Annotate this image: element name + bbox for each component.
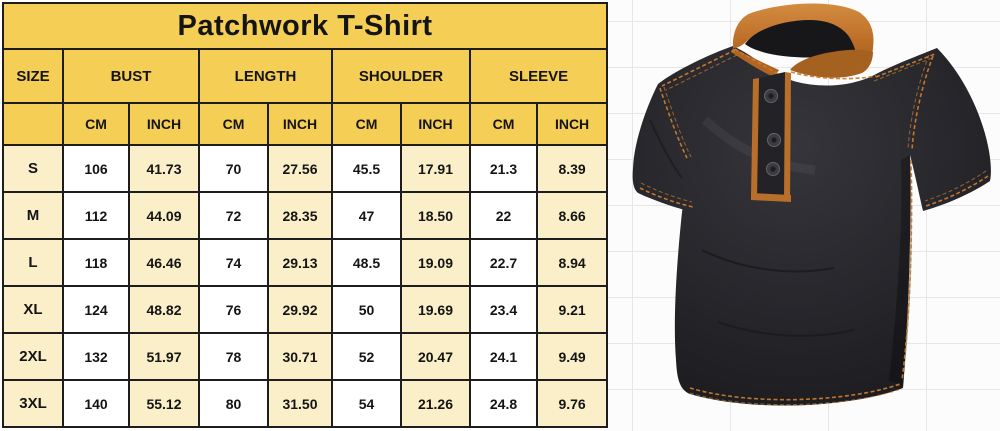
- value-cell: 8.39: [535, 144, 609, 193]
- value-cell: 20.47: [400, 332, 471, 381]
- value-cell: 55.12: [128, 379, 200, 428]
- value-cell: 24.8: [469, 379, 538, 428]
- table-row-l: L 118 46.46 74 29.13 48.5 19.09 22.7 8.9…: [2, 238, 609, 287]
- value-cell: 31.50: [267, 379, 333, 428]
- value-cell: 9.49: [535, 332, 609, 381]
- unit-header-empty: [2, 102, 64, 146]
- size-cell: S: [2, 144, 64, 193]
- size-cell: 2XL: [2, 332, 64, 381]
- value-cell: 140: [62, 379, 130, 428]
- product-photo: [632, 3, 991, 406]
- value-cell: 50: [331, 285, 402, 334]
- value-cell: 22: [469, 191, 538, 240]
- value-cell: 78: [198, 332, 269, 381]
- shirt-fold: [649, 119, 683, 179]
- value-cell: 51.97: [128, 332, 200, 381]
- value-cell: 21.3: [469, 144, 538, 193]
- value-cell: 44.09: [128, 191, 200, 240]
- value-cell: 19.69: [400, 285, 471, 334]
- value-cell: 41.73: [128, 144, 200, 193]
- value-cell: 18.50: [400, 191, 471, 240]
- size-cell: L: [2, 238, 64, 287]
- table-title-row: Patchwork T-Shirt: [1, 2, 609, 50]
- header-size: SIZE: [2, 48, 64, 104]
- table-row-3xl: 3XL 140 55.12 80 31.50 54 21.26 24.8 9.7…: [2, 379, 609, 428]
- value-cell: 48.82: [128, 285, 200, 334]
- column-group-header-row: SIZE BUST LENGTH SHOULDER SLEEVE: [2, 48, 609, 104]
- table-row-xl: XL 124 48.82 76 29.92 50 19.69 23.4 9.21: [2, 285, 609, 334]
- value-cell: 106: [62, 144, 130, 193]
- unit-header-inch: INCH: [400, 102, 471, 146]
- unit-header-inch: INCH: [128, 102, 200, 146]
- value-cell: 118: [62, 238, 130, 287]
- value-cell: 9.21: [535, 285, 609, 334]
- value-cell: 29.13: [267, 238, 333, 287]
- table-row-2xl: 2XL 132 51.97 78 30.71 52 20.47 24.1 9.4…: [2, 332, 609, 381]
- unit-header-row: CM INCH CM INCH CM INCH CM INCH: [2, 102, 609, 146]
- value-cell: 132: [62, 332, 130, 381]
- table-row-s: S 106 41.73 70 27.56 45.5 17.91 21.3 8.3…: [2, 144, 609, 193]
- value-cell: 27.56: [267, 144, 333, 193]
- value-cell: 70: [198, 144, 269, 193]
- shirt-collar: [732, 3, 874, 73]
- shirt-collar-front-right: [790, 49, 873, 78]
- unit-header-cm: CM: [469, 102, 538, 146]
- unit-header-inch: INCH: [267, 102, 333, 146]
- shirt-shadow-right: [889, 155, 912, 386]
- value-cell: 21.26: [400, 379, 471, 428]
- value-cell: 19.09: [400, 238, 471, 287]
- value-cell: 76: [198, 285, 269, 334]
- value-cell: 124: [62, 285, 130, 334]
- size-cell: M: [2, 191, 64, 240]
- value-cell: 72: [198, 191, 269, 240]
- button-hole: [770, 166, 776, 172]
- value-cell: 30.71: [267, 332, 333, 381]
- value-cell: 80: [198, 379, 269, 428]
- value-cell: 9.76: [535, 379, 609, 428]
- button-hole: [771, 137, 777, 143]
- placket-trim-left: [751, 78, 759, 199]
- size-chart-table: Patchwork T-Shirt SIZE BUST LENGTH SHOUL…: [1, 2, 609, 428]
- value-cell: 24.1: [469, 332, 538, 381]
- size-cell: 3XL: [2, 379, 64, 428]
- header-length: LENGTH: [198, 48, 333, 104]
- value-cell: 48.5: [331, 238, 402, 287]
- shirt-fold: [717, 321, 855, 337]
- size-cell: XL: [2, 285, 64, 334]
- value-cell: 23.4: [469, 285, 538, 334]
- header-sleeve: SLEEVE: [468, 48, 609, 104]
- value-cell: 17.91: [400, 144, 471, 193]
- value-cell: 8.66: [535, 191, 609, 240]
- shirt-fold: [701, 249, 835, 273]
- value-cell: 22.7: [469, 238, 538, 287]
- value-cell: 46.46: [128, 238, 200, 287]
- value-cell: 29.92: [267, 285, 333, 334]
- value-cell: 52: [331, 332, 402, 381]
- page-title: Patchwork T-Shirt: [1, 2, 609, 50]
- shirt-body: [632, 46, 991, 406]
- unit-header-cm: CM: [331, 102, 402, 146]
- value-cell: 8.94: [535, 238, 609, 287]
- value-cell: 74: [198, 238, 269, 287]
- header-shoulder: SHOULDER: [331, 48, 471, 104]
- unit-header-cm: CM: [62, 102, 130, 146]
- value-cell: 54: [331, 379, 402, 428]
- value-cell: 112: [62, 191, 130, 240]
- placket-trim-right: [784, 72, 791, 201]
- unit-header-inch: INCH: [535, 102, 609, 146]
- value-cell: 45.5: [331, 144, 402, 193]
- placket-buttons: [764, 89, 781, 176]
- table-row-m: M 112 44.09 72 28.35 47 18.50 22 8.66: [2, 191, 609, 240]
- button-hole: [768, 93, 774, 99]
- value-cell: 47: [331, 191, 402, 240]
- unit-header-cm: CM: [198, 102, 269, 146]
- placket-trim-bottom: [751, 193, 791, 202]
- header-bust: BUST: [62, 48, 200, 104]
- shirt-collar-front-left: [731, 48, 779, 77]
- value-cell: 28.35: [267, 191, 333, 240]
